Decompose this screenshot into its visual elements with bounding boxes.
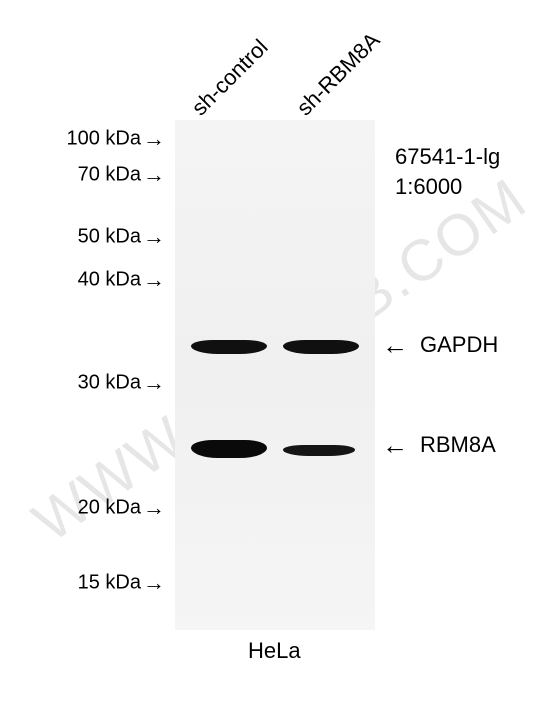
- arrow-icon: →: [143, 370, 165, 396]
- mw-20-text: 20 kDa: [78, 496, 141, 518]
- lane-label-1: sh-control: [187, 34, 274, 121]
- mw-70-text: 70 kDa: [78, 163, 141, 185]
- mw-50-text: 50 kDa: [78, 225, 141, 247]
- antibody-info: 67541-1-lg 1:6000: [395, 142, 500, 201]
- mw-15-text: 15 kDa: [78, 571, 141, 593]
- sample-label: HeLa: [248, 638, 301, 664]
- arrow-icon: →: [143, 267, 165, 293]
- mw-70: 70 kDa→: [78, 162, 165, 188]
- mw-50: 50 kDa→: [78, 224, 165, 250]
- arrow-icon: →: [143, 224, 165, 250]
- arrow-left-icon: ←: [382, 430, 408, 461]
- mw-40: 40 kDa→: [78, 267, 165, 293]
- rbm8a-label: RBM8A: [420, 432, 496, 458]
- mw-100: 100 kDa→: [67, 126, 166, 152]
- arrow-icon: →: [143, 162, 165, 188]
- arrow-left-icon: ←: [382, 330, 408, 361]
- lane-label-2: sh-RBM8A: [292, 27, 386, 121]
- lane-separator: [275, 120, 276, 630]
- band-gapdh-lane2: [283, 340, 359, 354]
- figure-container: WWW.PTGLAB.COM sh-control sh-RBM8A 67541…: [0, 0, 560, 720]
- mw-100-text: 100 kDa: [67, 127, 142, 149]
- mw-30: 30 kDa→: [78, 370, 165, 396]
- antibody-catalog: 67541-1-lg: [395, 142, 500, 172]
- antibody-dilution: 1:6000: [395, 172, 500, 202]
- arrow-icon: →: [143, 495, 165, 521]
- band-rbm8a-lane1: [191, 440, 267, 458]
- mw-15: 15 kDa→: [78, 570, 165, 596]
- band-gapdh-lane1: [191, 340, 267, 354]
- mw-40-text: 40 kDa: [78, 268, 141, 290]
- gapdh-label: GAPDH: [420, 332, 498, 358]
- mw-20: 20 kDa→: [78, 495, 165, 521]
- arrow-icon: →: [143, 570, 165, 596]
- mw-30-text: 30 kDa: [78, 371, 141, 393]
- band-rbm8a-lane2: [283, 445, 355, 456]
- blot-membrane: [175, 120, 375, 630]
- arrow-icon: →: [143, 126, 165, 152]
